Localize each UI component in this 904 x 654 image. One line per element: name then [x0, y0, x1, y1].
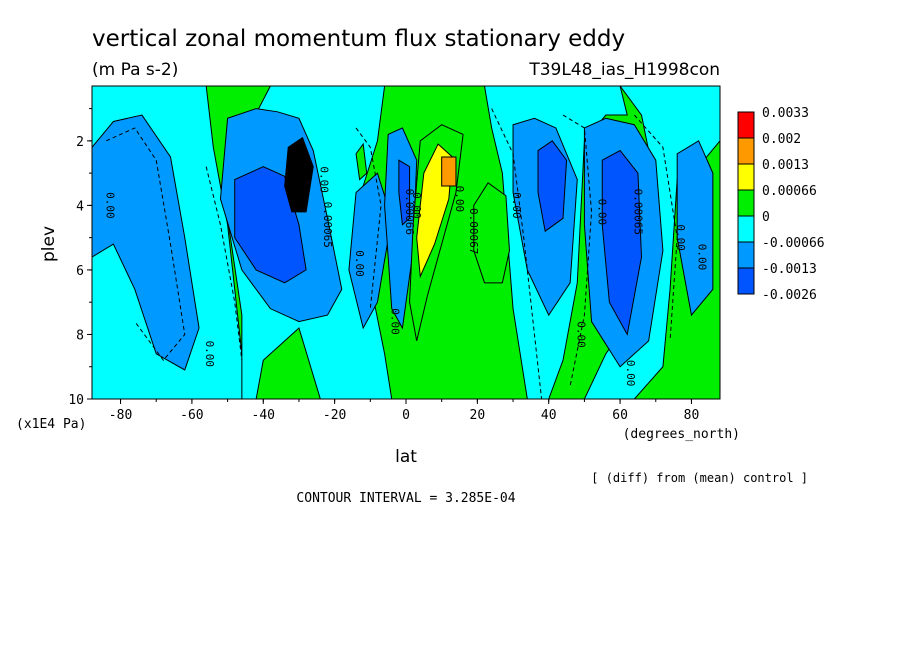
y-tick-label: 2 — [76, 135, 84, 150]
fill-region-00013-3 — [601, 149, 643, 336]
contour-label: 0.00 — [317, 166, 330, 193]
x-tick-label: 0 — [402, 408, 410, 423]
fill-region-000066-2 — [348, 172, 393, 330]
contour-label: 0.00 — [574, 321, 587, 348]
contour-label: 0.00 — [596, 199, 609, 226]
contour-fills — [92, 86, 720, 399]
x-tick-label: 20 — [470, 408, 486, 423]
y-tick-label: 4 — [76, 199, 84, 214]
legend-swatch — [737, 163, 755, 191]
contour-label: 0.00066 — [403, 189, 416, 235]
y-axis-units: (x1E4 Pa) — [16, 417, 86, 432]
legend-swatch — [737, 267, 755, 295]
dashed-contour-5 — [633, 114, 678, 341]
x-tick-label: -20 — [323, 408, 346, 423]
y-tick-label: 6 — [76, 264, 84, 279]
chart-title: vertical zonal momentum flux stationary … — [92, 26, 625, 52]
fill-region-000066-2 — [355, 142, 368, 181]
diff-note: [ (diff) from (mean) control ] — [591, 471, 808, 485]
dashed-contour-4 — [562, 114, 593, 387]
run-label: T39L48_ias_H1998con — [528, 60, 720, 80]
fill-region-00026-0 — [284, 136, 314, 213]
dashed-contour-2 — [355, 127, 382, 309]
x-axis-label: lat — [395, 447, 417, 467]
dashed-contour-3 — [491, 108, 543, 399]
fill-region-00013-2 — [537, 140, 568, 233]
legend-swatch — [737, 111, 755, 139]
contour-label: 0.00 — [353, 250, 366, 277]
x-tick-label: 40 — [541, 408, 557, 423]
fill-region-00013-1 — [398, 159, 411, 226]
contour-label: 0.00 — [410, 192, 423, 219]
y-axis: 2 4 6 8 10 — [68, 108, 92, 408]
legend-label: -0.00066 — [762, 236, 825, 251]
x-tick-label: -40 — [252, 408, 275, 423]
legend-label: 0.002 — [762, 132, 801, 147]
legend-label: 0 — [762, 210, 770, 225]
contour-label: 0.00065 — [631, 189, 644, 235]
contour-label: 0.00067 — [467, 208, 480, 254]
legend-swatch — [737, 137, 755, 165]
legend-swatch — [737, 215, 755, 243]
contour-label: 0.00 — [674, 224, 687, 251]
contour-label: 0.00 — [389, 308, 402, 335]
fill-region-0002-0 — [441, 156, 457, 187]
x-axis: -80 -60 -40 -20 0 20 40 60 80 — [109, 399, 699, 423]
y-tick-label: 10 — [68, 393, 84, 408]
x-tick-label: 80 — [684, 408, 700, 423]
legend-swatch — [737, 241, 755, 269]
dashed-contour-0 — [106, 127, 186, 362]
x-tick-label: -80 — [109, 408, 132, 423]
contour-interval: CONTOUR INTERVAL = 3.285E-04 — [296, 491, 515, 506]
chart-units: (m Pa s-2) — [92, 60, 178, 80]
contour-label: 0.00065 — [321, 202, 334, 248]
contour-label: 0.00 — [203, 341, 216, 368]
contour-label: 0.00 — [103, 192, 116, 219]
legend-label: -0.0026 — [762, 288, 817, 303]
y-tick-label: 8 — [76, 328, 84, 343]
negative-contour-lines — [106, 108, 678, 399]
legend-swatch — [737, 189, 755, 217]
x-axis-units: (degrees_north) — [623, 427, 740, 442]
contour-label: 0.00 — [696, 244, 709, 271]
x-tick-label: 60 — [612, 408, 628, 423]
contour-label: 0.00 — [624, 360, 637, 387]
color-legend: 0.0033 0.002 0.0013 0.00066 0 -0.00066 -0.0013… — [737, 106, 825, 303]
legend-label: 0.00066 — [762, 184, 817, 199]
legend-label: 0.0013 — [762, 158, 809, 173]
fill-region-000066-1 — [473, 182, 510, 284]
fill-region-000066-0 — [92, 114, 200, 371]
y-axis-label: plev — [39, 226, 59, 262]
legend-label: 0.0033 — [762, 106, 809, 121]
dashed-contour-1 — [205, 166, 243, 361]
contour-label: 0.00 — [510, 192, 523, 219]
contour-label: 0.00 — [453, 186, 466, 213]
legend-label: -0.0013 — [762, 262, 817, 277]
x-tick-label: -60 — [180, 408, 203, 423]
